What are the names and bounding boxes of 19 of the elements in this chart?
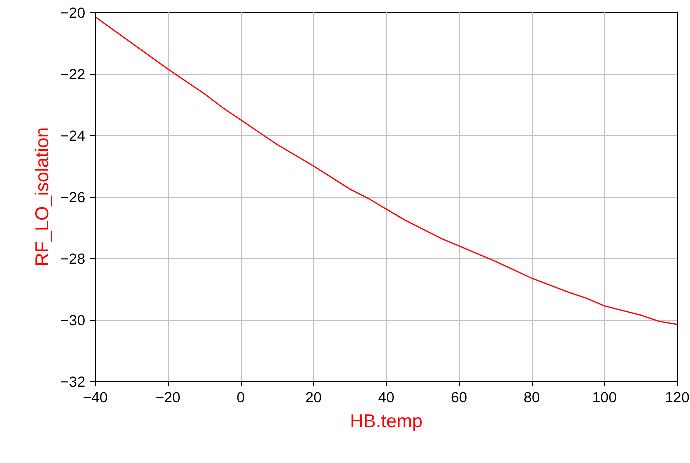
y-axis-title: RF_LO_isolation: [32, 128, 53, 266]
x-tick-label: 60: [451, 390, 468, 406]
y-tick-label: −30: [60, 314, 86, 330]
x-tick-label: −20: [156, 390, 181, 406]
y-tick-label: −26: [60, 190, 86, 206]
y-tick-label: −28: [60, 252, 86, 268]
y-tick-label: −24: [60, 129, 86, 145]
x-tick-label: 40: [378, 390, 395, 406]
line-series: [96, 16, 678, 326]
x-tick-label: 120: [665, 390, 690, 406]
y-tick-label: −32: [60, 375, 86, 391]
x-tick-label: 100: [592, 390, 617, 406]
x-tick-label: −40: [83, 390, 108, 406]
x-tick-label: 20: [306, 390, 322, 406]
y-tick-label: −22: [60, 68, 86, 84]
x-tick-label: 80: [524, 390, 540, 406]
y-tick-label: −20: [60, 6, 86, 22]
x-axis-title: HB.temp: [350, 410, 423, 432]
x-tick-label: 0: [236, 390, 246, 406]
